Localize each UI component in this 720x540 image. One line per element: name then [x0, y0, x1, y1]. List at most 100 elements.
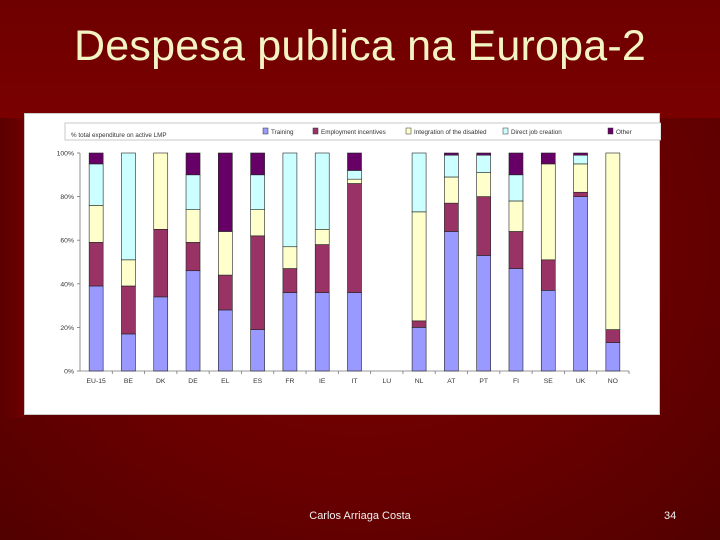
- bar-it-employment-incentives: [347, 183, 362, 293]
- bar-it-training: [347, 292, 362, 372]
- bar-eu-15-integration-of-the-disabled: [88, 205, 104, 243]
- bar-nl-training: [411, 327, 427, 372]
- bar-fi-training: [508, 268, 524, 372]
- bar-se-training: [540, 290, 556, 372]
- legend-swatch-direct-job-creation: [502, 127, 509, 135]
- chart-axes: 0% 20% 40% 60% 80% 100% EU-15 BE DK DE EL ES FR IE IT L…: [57, 151, 630, 385]
- bar-fi-direct-job-creation: [508, 174, 524, 202]
- bar-no-training: [605, 342, 621, 372]
- bar-uk-employment-incentives: [573, 191, 588, 197]
- bar-el-training: [218, 309, 233, 372]
- bar-es-training: [250, 329, 265, 372]
- bar-uk-integration-of-the-disabled: [573, 163, 588, 193]
- x-tick-label-pt: PT: [479, 378, 488, 385]
- bar-uk-direct-job-creation: [573, 154, 588, 165]
- bar-dk-training: [153, 296, 169, 372]
- slide-title: Despesa publica na Europa-2: [74, 22, 646, 70]
- bar-dk-employment-incentives: [153, 229, 169, 298]
- legend-frame: [64, 122, 661, 141]
- y-tick-label: 20%: [60, 325, 74, 332]
- bar-pt-training: [476, 255, 491, 372]
- bar-es-other: [250, 152, 265, 176]
- y-tick-label: 60%: [60, 238, 74, 245]
- bar-be-direct-job-creation: [121, 152, 136, 261]
- bar-ie-employment-incentives: [314, 244, 330, 293]
- bar-se-other: [540, 152, 556, 165]
- bar-fi-employment-incentives: [508, 231, 524, 269]
- bar-fi-other: [508, 152, 524, 176]
- bar-no-integration-of-the-disabled: [605, 152, 621, 330]
- x-tick-label-uk: UK: [576, 378, 586, 385]
- legend-label-training: Training: [271, 129, 294, 136]
- y-tick-label: 80%: [60, 194, 74, 201]
- bar-dk-integration-of-the-disabled: [153, 152, 169, 230]
- bar-ie-integration-of-the-disabled: [314, 229, 330, 245]
- chart-bars: [88, 152, 621, 372]
- y-tick-label: 40%: [60, 281, 74, 288]
- page-number: 34: [664, 510, 677, 522]
- bar-fi-integration-of-the-disabled: [508, 200, 524, 232]
- bar-de-direct-job-creation: [185, 174, 201, 210]
- bar-de-integration-of-the-disabled: [185, 209, 201, 243]
- bar-de-other: [185, 152, 201, 176]
- x-tick-label-dk: DK: [156, 378, 166, 385]
- x-tick-label-fr: FR: [285, 378, 294, 385]
- bar-nl-employment-incentives: [411, 320, 427, 328]
- legend-label-employment-incentives: Employment incentives: [321, 129, 386, 136]
- x-tick-label-fi: FI: [513, 378, 519, 385]
- bar-eu-15-employment-incentives: [88, 242, 104, 287]
- x-tick-label-el: EL: [221, 378, 230, 385]
- slide-header-band: [0, 0, 720, 118]
- bar-es-integration-of-the-disabled: [250, 209, 265, 237]
- bar-eu-15-training: [88, 285, 104, 372]
- bar-ie-training: [314, 292, 330, 372]
- bar-de-training: [185, 270, 201, 372]
- chart-legend: % total expenditure on active LMP Trainin…: [64, 122, 661, 141]
- bar-at-training: [444, 231, 459, 372]
- bar-it-integration-of-the-disabled: [347, 178, 362, 184]
- bar-be-training: [121, 333, 136, 372]
- footer-author: Carlos Arriaga Costa: [309, 510, 411, 522]
- x-tick-label-se: SE: [544, 378, 554, 385]
- bar-at-other: [444, 152, 459, 156]
- bar-es-direct-job-creation: [250, 174, 265, 210]
- stacked-bar-chart: % total expenditure on active LMP Trainin…: [24, 113, 661, 415]
- chart-canvas: % total expenditure on active LMP Trainin…: [57, 122, 661, 385]
- bar-at-employment-incentives: [444, 202, 459, 232]
- legend-label-direct-job-creation: Direct job creation: [511, 129, 562, 136]
- bar-el-integration-of-the-disabled: [218, 231, 233, 276]
- bar-be-integration-of-the-disabled: [121, 259, 136, 287]
- bar-at-integration-of-the-disabled: [444, 176, 459, 204]
- x-tick-label-nl: NL: [415, 378, 424, 385]
- bar-fr-direct-job-creation: [282, 152, 298, 248]
- bar-be-employment-incentives: [121, 285, 136, 335]
- bar-no-employment-incentives: [605, 329, 621, 343]
- x-tick-label-eu-15: EU-15: [87, 378, 106, 385]
- x-tick-label-it: IT: [351, 378, 357, 385]
- x-tick-label-lu: LU: [382, 378, 391, 385]
- x-tick-label-de: DE: [188, 378, 198, 385]
- bar-it-direct-job-creation: [347, 170, 362, 180]
- bar-el-employment-incentives: [218, 274, 233, 311]
- x-tick-label-be: BE: [124, 378, 134, 385]
- bar-nl-direct-job-creation: [411, 152, 427, 213]
- bar-se-integration-of-the-disabled: [540, 163, 556, 261]
- bar-ie-direct-job-creation: [314, 152, 330, 230]
- bar-uk-training: [573, 196, 588, 372]
- bar-es-employment-incentives: [250, 235, 265, 330]
- y-tick-label: 0%: [64, 369, 74, 376]
- x-tick-label-no: NO: [608, 378, 618, 385]
- bar-uk-other: [573, 152, 588, 156]
- bar-eu-15-direct-job-creation: [88, 163, 104, 206]
- legend-label-integration-of-the-disabled: Integration of the disabled: [414, 129, 487, 136]
- x-tick-label-ie: IE: [319, 378, 326, 385]
- x-tick-label-es: ES: [253, 378, 263, 385]
- x-tick-label-at: AT: [447, 378, 455, 385]
- legend-label-other: Other: [616, 129, 632, 136]
- y-axis-title: % total expenditure on active LMP: [71, 132, 167, 139]
- legend-swatch-other: [607, 127, 614, 135]
- bar-de-employment-incentives: [185, 242, 201, 272]
- legend-swatch-training: [262, 127, 269, 135]
- slide-left-band: [0, 118, 24, 418]
- legend-swatch-employment-incentives: [312, 127, 319, 135]
